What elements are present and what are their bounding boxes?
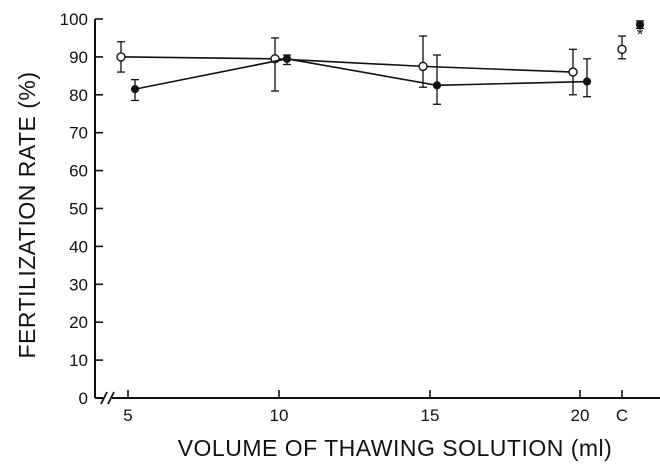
y-tick-label: 80 <box>69 86 88 105</box>
y-axis-title: FERTILIZATION RATE (%) <box>14 71 40 358</box>
control-point <box>635 20 645 29</box>
x-tick-label: C <box>616 406 628 425</box>
axes <box>94 19 660 405</box>
x-tick-label: 15 <box>421 406 440 425</box>
y-tick-label: 100 <box>60 10 88 29</box>
x-axis-title: VOLUME OF THAWING SOLUTION (ml) <box>178 435 613 461</box>
y-tick-label: 60 <box>69 162 88 181</box>
x-tick-label: 5 <box>123 406 132 425</box>
x-tick-label: 10 <box>270 406 289 425</box>
series-line <box>120 56 574 73</box>
significance-annotation: * <box>637 25 644 44</box>
y-tick-label: 40 <box>69 237 88 256</box>
data-point <box>582 77 592 86</box>
data-point <box>432 81 442 90</box>
series-line <box>134 57 588 90</box>
y-axis-ticks: 0 10 20 30 40 50 60 70 80 90 100 <box>60 10 103 408</box>
series-filled-circle <box>130 20 645 105</box>
y-tick-label: 30 <box>69 275 88 294</box>
data-point <box>282 54 292 63</box>
y-tick-label: 90 <box>69 48 88 67</box>
y-tick-label: 10 <box>69 351 88 370</box>
control-point <box>617 44 627 55</box>
series-open-circle <box>116 35 627 96</box>
data-point <box>418 61 428 72</box>
y-tick-label: 0 <box>79 389 88 408</box>
y-tick-label: 70 <box>69 124 88 143</box>
data-point <box>130 85 140 94</box>
data-point <box>116 52 126 62</box>
x-axis-ticks: 5 10 15 20 C <box>123 390 628 425</box>
y-tick-label: 20 <box>69 313 88 332</box>
data-point <box>568 67 578 77</box>
series-layer: * <box>116 20 645 105</box>
x-axis-break-mark <box>100 391 115 405</box>
y-tick-label: 50 <box>69 200 88 219</box>
x-tick-label: 20 <box>571 406 590 425</box>
